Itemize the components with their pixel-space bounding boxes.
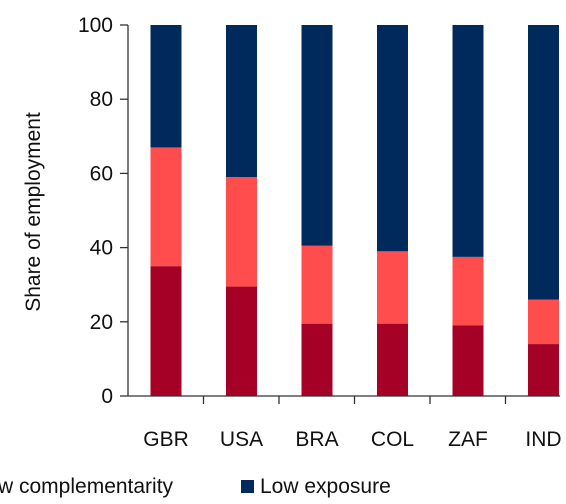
bar-segment-zaf-series-1 [452,325,484,396]
legend-label: Low exposure [260,475,391,498]
bar-segment-usa-series-2 [226,177,257,287]
y-tick-label: 80 [90,88,113,111]
bar-segment-bra-series-1 [301,323,333,396]
bar-segment-ind-series-1 [528,344,559,396]
x-tick-label-bra: BRA [295,428,338,451]
bar-segment-usa-series-3 [226,25,257,178]
x-tick-label-col: COL [371,428,414,451]
x-tick-label-ind: IND [525,428,561,451]
y-tick-label: 40 [90,237,113,260]
legend-swatch [241,480,254,493]
bar-segment-gbr-series-1 [150,266,182,396]
y-tick-label: 20 [90,311,113,334]
bar-segment-zaf-series-2 [452,256,484,326]
y-tick-label: 0 [101,385,113,408]
bar-segment-ind-series-2 [528,299,559,345]
bar-segment-usa-series-1 [226,286,257,396]
bar-segment-col-series-1 [377,323,408,396]
legend: w complementarity Low exposure [0,475,391,498]
x-tick-label-zaf: ZAF [448,428,488,451]
bar-segment-zaf-series-3 [452,25,484,257]
bars-layer [150,25,559,396]
y-axis-title: Share of employment [22,112,45,312]
legend-label: w complementarity [0,475,174,498]
bar-segment-gbr-series-3 [150,25,182,148]
bar-segment-col-series-3 [377,25,408,252]
x-tick-label-gbr: GBR [143,428,189,451]
bar-segment-col-series-2 [377,251,408,324]
y-tick-label: 100 [78,14,113,37]
axes-layer: 0 20 40 60 80 100 GBR USA BRA COL ZAF IND [78,14,562,451]
bar-segment-bra-series-2 [301,245,333,324]
bar-segment-gbr-series-2 [150,147,182,267]
bar-segment-ind-series-3 [528,25,559,300]
bar-segment-bra-series-3 [301,25,333,246]
x-tick-label-usa: USA [220,428,263,451]
y-tick-label: 60 [90,162,113,185]
